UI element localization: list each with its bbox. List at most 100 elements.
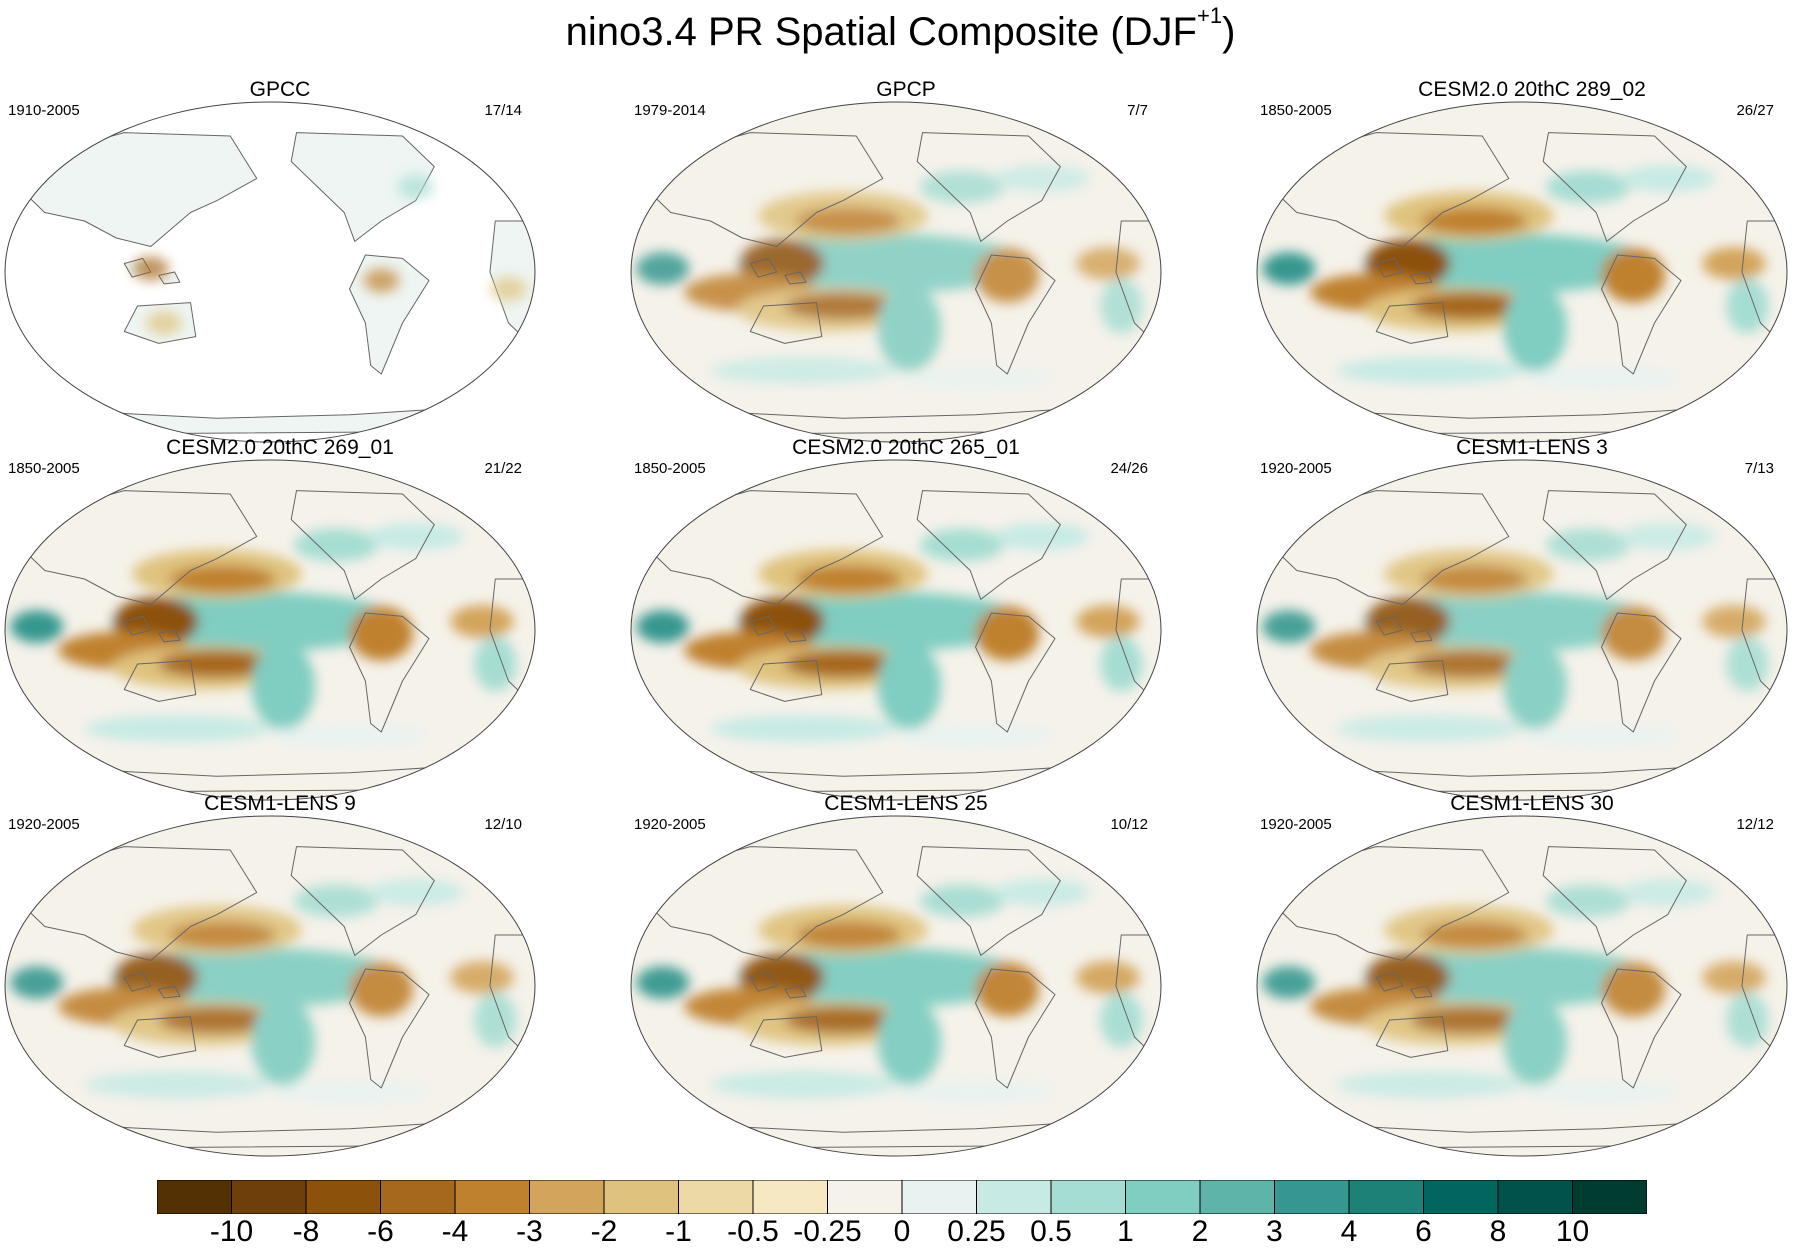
map-panel: CESM2.0 20thC 289_02 1850-2005 26/27 — [1252, 78, 1801, 443]
anomaly-field — [1076, 961, 1140, 994]
anomaly-field — [1702, 605, 1766, 638]
colorbar-swatch — [603, 1180, 679, 1214]
map-panel: CESM1-LENS 3 1920-2005 7/13 — [1252, 436, 1801, 801]
anomaly-field — [1421, 921, 1528, 949]
coastline — [1269, 846, 1510, 961]
coastline — [975, 254, 1056, 375]
panel-event-count: 7/7 — [1127, 102, 1148, 119]
colorbar-swatch — [1348, 1180, 1424, 1214]
anomaly-field — [1410, 650, 1528, 678]
map-svg — [1256, 101, 1788, 443]
anomaly-field — [1421, 565, 1528, 593]
map-svg — [4, 459, 536, 801]
anomaly-field — [877, 642, 942, 730]
colorbar-tick-label: 3 — [1266, 1215, 1283, 1248]
colorbar-swatch — [827, 1180, 903, 1214]
map-panel: CESM2.0 20thC 269_01 1850-2005 21/22 — [0, 436, 560, 801]
map-svg — [1256, 459, 1788, 801]
panel-title: GPCP — [876, 78, 936, 101]
colorbar-swatch — [752, 1180, 828, 1214]
colorbar-tick-label: -0.5 — [727, 1215, 779, 1248]
anomaly-field — [1545, 170, 1631, 204]
anomaly-field — [490, 277, 527, 301]
anomaly-field — [1620, 522, 1716, 551]
panel-year-range: 1920-2005 — [1260, 460, 1332, 477]
panel-title: CESM2.0 20thC 289_02 — [1418, 78, 1646, 101]
map-svg — [630, 459, 1162, 801]
map-panel: CESM2.0 20thC 265_01 1850-2005 24/26 — [626, 436, 1186, 801]
coastline — [1375, 257, 1404, 278]
colorbar-swatch — [1125, 1180, 1201, 1214]
anomaly-field — [132, 256, 169, 281]
coastline — [1375, 971, 1404, 992]
coastline — [784, 629, 807, 643]
panel-title: CESM1-LENS 25 — [824, 792, 988, 815]
anomaly-field — [1336, 715, 1522, 743]
anomaly-field — [158, 650, 276, 678]
anomaly-field — [169, 565, 276, 593]
coastline — [290, 846, 435, 956]
anomaly-field — [251, 998, 316, 1086]
panel-event-count: 17/14 — [484, 102, 522, 119]
coastline — [643, 132, 884, 247]
coastline — [123, 615, 152, 636]
coastline — [643, 490, 884, 605]
anomaly-field — [710, 1071, 896, 1099]
anomaly-field — [877, 998, 942, 1086]
anomaly-field — [1410, 292, 1528, 320]
coastline — [749, 660, 823, 702]
colorbar-tick-label: 2 — [1191, 1215, 1209, 1248]
panel-title: CESM1-LENS 30 — [1450, 792, 1614, 815]
coastline — [1375, 615, 1404, 636]
map-border — [630, 459, 1162, 801]
coastline — [1269, 490, 1510, 605]
anomaly-field — [1410, 1006, 1528, 1034]
coastline — [1269, 132, 1510, 247]
map-svg — [630, 815, 1162, 1157]
colorbar-tick-label: 0 — [893, 1215, 911, 1248]
anomaly-field — [636, 966, 690, 999]
colorbar-tick-label: -3 — [516, 1215, 543, 1248]
coastline — [1410, 271, 1433, 285]
colorbar-swatch — [380, 1180, 456, 1214]
map-svg — [4, 101, 536, 443]
coastline — [1375, 302, 1449, 344]
coastline — [158, 985, 181, 999]
anomaly-field — [896, 1080, 1055, 1103]
anomaly-field — [363, 268, 400, 293]
colorbar-tick-label: 1 — [1117, 1215, 1134, 1248]
colorbar-swatch — [1274, 1180, 1350, 1214]
anomaly-field — [1421, 207, 1528, 235]
panel-year-range: 1910-2005 — [8, 102, 80, 119]
colorbar — [157, 1180, 1647, 1214]
map-border — [1256, 101, 1788, 443]
coastline — [1375, 1016, 1449, 1058]
colorbar-tick-label: -10 — [209, 1215, 254, 1248]
coastline — [749, 971, 778, 992]
anomaly-field — [919, 170, 1005, 204]
coastline — [349, 612, 430, 733]
colorbar-swatch — [1199, 1180, 1275, 1214]
colorbar-tick-label: -2 — [590, 1215, 618, 1248]
anomaly-field — [1262, 610, 1316, 643]
anomaly-field — [975, 962, 1040, 1017]
anomaly-field — [474, 992, 517, 1048]
map-border — [630, 815, 1162, 1157]
panel-event-count: 12/10 — [484, 816, 522, 833]
panel-title: CESM2.0 20thC 265_01 — [792, 436, 1020, 459]
colorbar-tick-label: -8 — [292, 1215, 320, 1248]
figure-title: nino3.4 PR Spatial Composite (DJF+1) — [565, 3, 1236, 55]
panel-title: CESM1-LENS 3 — [1456, 436, 1608, 459]
anomaly-field — [1503, 998, 1568, 1086]
colorbar-swatch — [1572, 1180, 1647, 1214]
panel-event-count: 10/12 — [1110, 816, 1148, 833]
map-border — [4, 101, 536, 443]
anomaly-field — [919, 528, 1005, 562]
map-svg — [1256, 815, 1788, 1157]
anomaly-field — [293, 884, 379, 918]
coastline — [290, 132, 435, 242]
anomaly-field — [994, 878, 1090, 907]
anomaly-field — [919, 884, 1005, 918]
anomaly-field — [84, 715, 270, 743]
anomaly-field — [84, 1071, 270, 1099]
